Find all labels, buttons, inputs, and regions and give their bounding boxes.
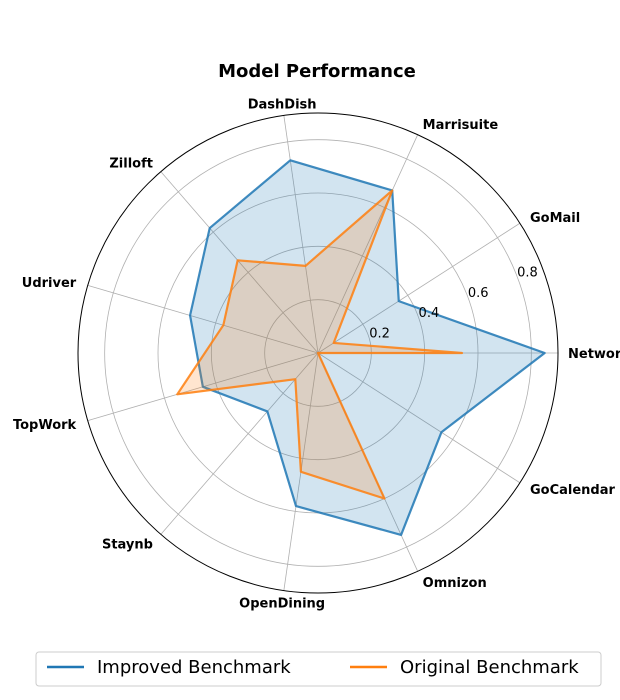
grid-spoke-gocalendar (317, 352, 521, 484)
category-label-staynb: Staynb (102, 537, 153, 552)
polar-frame (77, 112, 559, 594)
chart-title: Model Performance (218, 61, 416, 82)
category-label-udriver: Udriver (22, 276, 77, 291)
series-improved-benchmark-fill (190, 160, 545, 535)
category-label-zilloft: Zilloft (109, 157, 153, 172)
radial-tick-0.6: 0.6 (468, 286, 489, 301)
category-label-marrisuite: Marrisuite (423, 118, 499, 133)
legend-label-improved: Improved Benchmark (97, 657, 291, 678)
grid-spoke-zilloft (160, 171, 319, 354)
series-original-benchmark-fill (177, 190, 462, 499)
series-original-benchmark-line (176, 189, 464, 500)
radial-tick-0.2: 0.2 (369, 327, 390, 342)
series-layer (176, 159, 546, 537)
category-label-gomail: GoMail (530, 211, 580, 226)
grid-spoke-marrisuite (317, 134, 419, 354)
category-label-dashdish: DashDish (248, 98, 317, 113)
legend: Improved Benchmark Original Benchmark (35, 651, 602, 687)
category-label-networkin: NetworkIn (568, 347, 620, 362)
category-label-opendining: OpenDining (239, 596, 325, 611)
category-label-topwork: TopWork (13, 418, 77, 433)
grid-spoke-gomail (317, 222, 521, 354)
category-labels: NetworkIn GoMail Marrisuite DashDish Zilloft… (13, 98, 620, 612)
series-improved-benchmark-line (188, 159, 546, 537)
grid-spoke-dashdish (283, 115, 319, 354)
grid-spoke-staynb (160, 352, 319, 535)
category-label-gocalendar: GoCalendar (530, 483, 616, 498)
radial-tick-labels: 0.2 0.4 0.6 0.8 (369, 265, 538, 341)
legend-label-original: Original Benchmark (400, 657, 579, 678)
grid-spoke-udriver (87, 285, 319, 354)
radial-tick-0.8: 0.8 (517, 265, 538, 280)
category-label-omnizon: Omnizon (423, 576, 487, 591)
legend-frame (35, 651, 602, 687)
radial-tick-0.4: 0.4 (419, 306, 440, 321)
